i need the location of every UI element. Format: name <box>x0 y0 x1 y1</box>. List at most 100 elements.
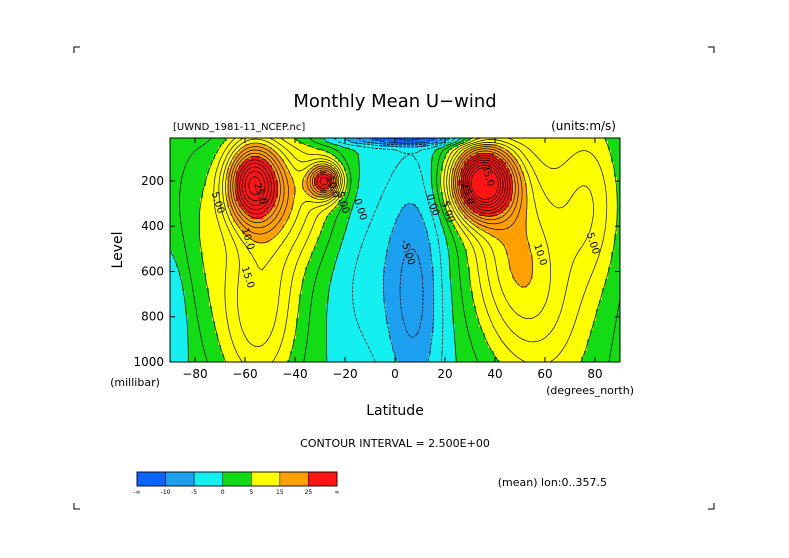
field-cell <box>236 186 279 190</box>
field-cell <box>170 306 186 310</box>
field-cell <box>170 225 201 229</box>
field-cell <box>596 318 620 322</box>
field-cell <box>170 198 201 202</box>
field-cell <box>170 327 189 331</box>
field-cell <box>470 219 528 223</box>
field-cell <box>452 174 462 178</box>
field-cell <box>431 252 450 256</box>
field-cell <box>434 324 456 328</box>
field-cell <box>434 294 453 298</box>
field-cell <box>326 345 393 349</box>
field-cell <box>338 249 387 253</box>
field-cell <box>464 246 507 250</box>
field-cell <box>386 309 435 313</box>
field-cell <box>452 297 474 301</box>
x-axis-label: Latitude <box>366 403 424 419</box>
field-cell <box>431 159 444 163</box>
field-cell <box>215 321 297 325</box>
field-cell <box>236 192 279 196</box>
field-cell <box>188 354 225 358</box>
field-cell <box>491 348 588 352</box>
field-cell <box>239 168 273 172</box>
field-cell <box>440 174 453 178</box>
field-cell <box>296 330 327 334</box>
y-tick-label: 1000 <box>133 355 164 369</box>
field-cell <box>428 237 447 241</box>
field-cell <box>530 252 612 256</box>
field-cell <box>230 165 240 169</box>
field-cell <box>449 213 465 217</box>
colorbar-swatch <box>136 471 166 487</box>
field-cell <box>386 255 432 259</box>
field-cell <box>350 216 399 220</box>
field-cell <box>509 201 528 205</box>
field-cell <box>203 255 312 259</box>
field-cell <box>224 354 291 358</box>
field-cell <box>236 195 279 199</box>
field-cell <box>230 210 246 214</box>
field-cell <box>326 321 387 325</box>
field-cell <box>230 207 243 211</box>
field-cell <box>617 192 620 196</box>
field-cell <box>293 195 312 199</box>
field-cell <box>293 345 327 349</box>
field-cell <box>206 282 303 286</box>
field-cell <box>617 198 620 202</box>
field-cell <box>446 240 462 244</box>
field-cell <box>464 216 528 220</box>
field-cell <box>170 234 201 238</box>
field-cell <box>392 348 432 352</box>
field-cell <box>383 294 435 298</box>
field-cell <box>386 258 432 262</box>
field-cell <box>203 261 309 265</box>
field-cell <box>617 213 620 217</box>
field-cell <box>305 273 333 277</box>
field-cell <box>398 213 423 217</box>
field-cell <box>317 237 345 241</box>
field-cell <box>434 306 453 310</box>
contour-line <box>213 138 608 362</box>
field-cell <box>203 189 228 193</box>
field-cell <box>353 204 405 208</box>
field-cell <box>431 183 441 187</box>
field-cell <box>485 339 588 343</box>
field-cell <box>452 279 471 283</box>
field-cell <box>170 195 204 199</box>
field-cell <box>308 192 336 196</box>
field-cell <box>248 213 267 217</box>
field-cell <box>215 156 234 160</box>
field-cell <box>293 201 339 205</box>
field-cell <box>206 273 306 277</box>
field-cell <box>200 228 243 232</box>
colorbar-label: 0 <box>221 489 225 496</box>
field-cell <box>608 273 620 277</box>
field-cell <box>188 330 216 334</box>
field-cell <box>275 150 327 154</box>
field-cell <box>347 180 360 184</box>
field-cell <box>473 291 603 295</box>
field-cell <box>386 315 435 319</box>
field-cell <box>389 330 435 334</box>
field-cell <box>338 201 354 205</box>
field-cell <box>170 210 201 214</box>
field-cell <box>170 222 201 226</box>
field-cell <box>428 231 444 235</box>
field-cell <box>302 279 333 283</box>
colorbar-swatch <box>251 471 281 487</box>
field-cell <box>290 354 327 358</box>
field-cell <box>275 201 294 205</box>
field-cell <box>200 237 252 241</box>
field-cell <box>416 204 438 208</box>
field-cell <box>467 204 510 208</box>
field-cell <box>347 171 360 175</box>
field-cell <box>533 273 609 277</box>
field-cell <box>176 258 204 262</box>
field-cell <box>341 246 390 250</box>
field-cell <box>422 213 441 217</box>
field-cell <box>302 282 330 286</box>
field-cell <box>332 195 345 199</box>
field-cell <box>458 144 480 148</box>
field-cell <box>611 252 620 256</box>
field-cell <box>449 138 462 142</box>
